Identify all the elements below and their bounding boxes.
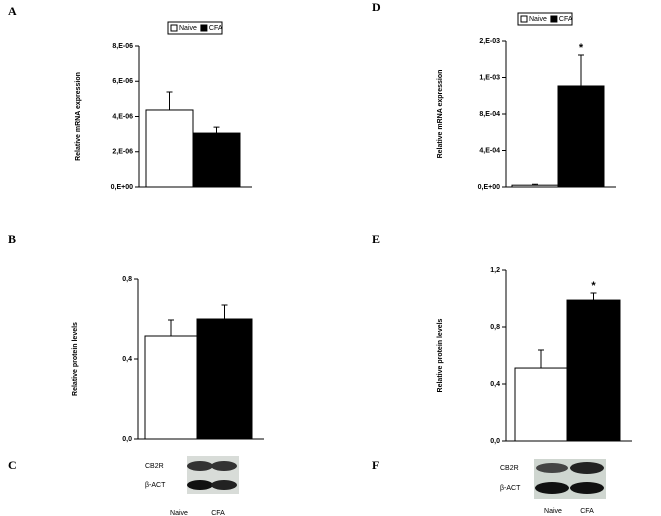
y-tick-label: 4,E-04 xyxy=(479,147,500,154)
y-tick-label: 0,8 xyxy=(490,324,500,331)
blot-row-label: CB2R xyxy=(500,465,519,472)
legend-box xyxy=(517,12,573,26)
blot-band xyxy=(211,480,237,490)
bar xyxy=(514,367,568,442)
legend-swatch xyxy=(170,24,178,32)
bar xyxy=(566,299,621,442)
blot-band xyxy=(535,482,569,494)
legend-label: CFA xyxy=(559,16,573,23)
y-tick-label: 0,4 xyxy=(122,356,132,363)
error-bar xyxy=(168,319,174,336)
y-tick-label: 0,E+00 xyxy=(111,184,133,191)
legend-swatch xyxy=(200,24,208,32)
panel-label: B xyxy=(8,232,16,246)
legend-swatch xyxy=(520,15,528,23)
legend-label: Naive xyxy=(179,25,197,32)
y-tick-label: 2,E-03 xyxy=(479,38,500,45)
y-tick-label: 1,E-03 xyxy=(479,74,500,81)
blot-lane-label: CFA xyxy=(580,508,594,515)
blot-band xyxy=(570,462,604,474)
blot-band xyxy=(211,461,237,471)
legend-swatch xyxy=(550,15,558,23)
y-axis-label: Relative mRNA expression xyxy=(437,70,444,159)
bar xyxy=(192,132,241,188)
y-tick-label: 8,E-04 xyxy=(479,111,500,118)
panel-label: D xyxy=(372,0,381,14)
blot-lane-label: Naive xyxy=(544,508,562,515)
blot-band xyxy=(187,461,213,471)
error-bar xyxy=(213,126,220,134)
blot-row-label: CB2R xyxy=(145,463,164,470)
panel-label: A xyxy=(8,4,17,18)
error-bar xyxy=(578,54,584,86)
bar xyxy=(196,318,253,440)
blot-lane-label: Naive xyxy=(170,510,188,516)
y-axis-label: Relative protein levels xyxy=(437,318,444,392)
bar xyxy=(145,109,194,188)
legend-box xyxy=(167,21,223,35)
y-tick-label: 8,E-06 xyxy=(112,43,133,50)
significance-mark: * xyxy=(579,42,584,54)
panel-label: F xyxy=(372,458,379,472)
significance-mark: * xyxy=(591,280,596,292)
blot-band xyxy=(536,463,568,473)
y-tick-label: 0,4 xyxy=(490,381,500,388)
error-bar xyxy=(538,349,544,369)
error-bar xyxy=(532,183,538,186)
panel-label: C xyxy=(8,458,17,472)
panel-label: E xyxy=(372,232,380,246)
legend-label: CFA xyxy=(209,25,223,32)
legend-label: Naive xyxy=(529,16,547,23)
y-tick-label: 0,E+00 xyxy=(478,184,500,191)
y-tick-label: 0,8 xyxy=(122,276,132,283)
blot-row-label: β-ACT xyxy=(500,485,521,492)
bar xyxy=(144,335,198,440)
y-tick-label: 0,0 xyxy=(490,438,500,445)
blot-row-label: β-ACT xyxy=(145,482,166,489)
y-tick-label: 6,E-06 xyxy=(112,78,133,85)
y-tick-label: 4,E-06 xyxy=(112,113,133,120)
error-bar xyxy=(590,292,597,301)
y-axis-label: Relative protein levels xyxy=(72,322,79,396)
y-tick-label: 2,E-06 xyxy=(112,149,133,156)
blot-lane-label: CFA xyxy=(211,510,225,516)
y-axis-label: Relative mRNA expression xyxy=(75,72,82,161)
blot-band xyxy=(570,482,604,494)
y-tick-label: 1,2 xyxy=(490,267,500,274)
error-bar xyxy=(221,304,228,319)
bar xyxy=(557,85,605,188)
bar xyxy=(511,184,559,188)
error-bar xyxy=(166,91,173,110)
blot-band xyxy=(187,480,213,490)
y-tick-label: 0,0 xyxy=(122,436,132,443)
